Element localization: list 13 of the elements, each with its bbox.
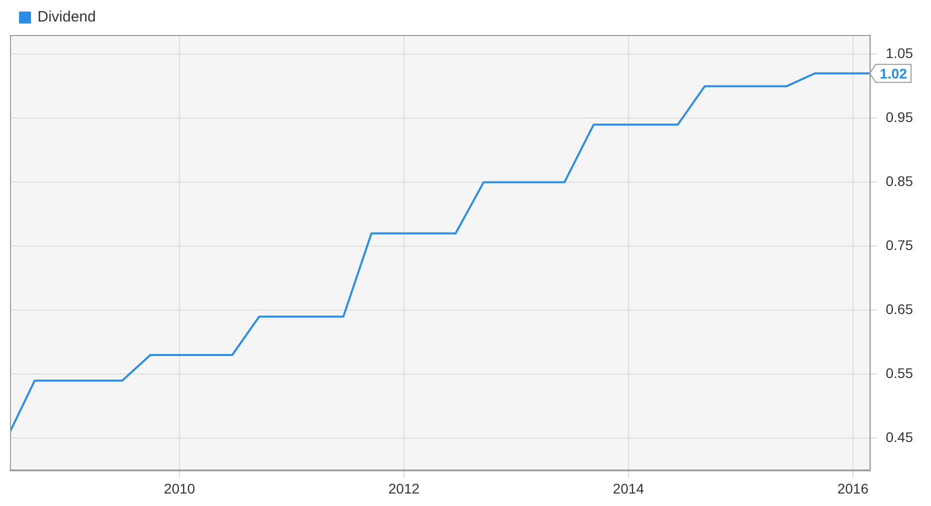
annotation: 1.02 <box>880 65 908 82</box>
x-tick-label: 2016 <box>837 480 869 496</box>
y-tick-label: 0.95 <box>886 109 914 126</box>
y-tick-label: 0.65 <box>886 301 914 318</box>
y-tick-label: 1.05 <box>886 45 914 62</box>
x-tick-label: 2014 <box>612 480 644 496</box>
legend-label: Dividend <box>38 8 96 26</box>
x-tick-label: 2012 <box>388 480 420 496</box>
y-tick-label: 0.45 <box>886 429 914 446</box>
y-tick-label: 0.75 <box>886 237 914 254</box>
y-tick-label: 0.55 <box>886 365 914 382</box>
y-tick-label: 0.85 <box>886 173 914 190</box>
x-tick-label: 2010 <box>164 480 196 496</box>
